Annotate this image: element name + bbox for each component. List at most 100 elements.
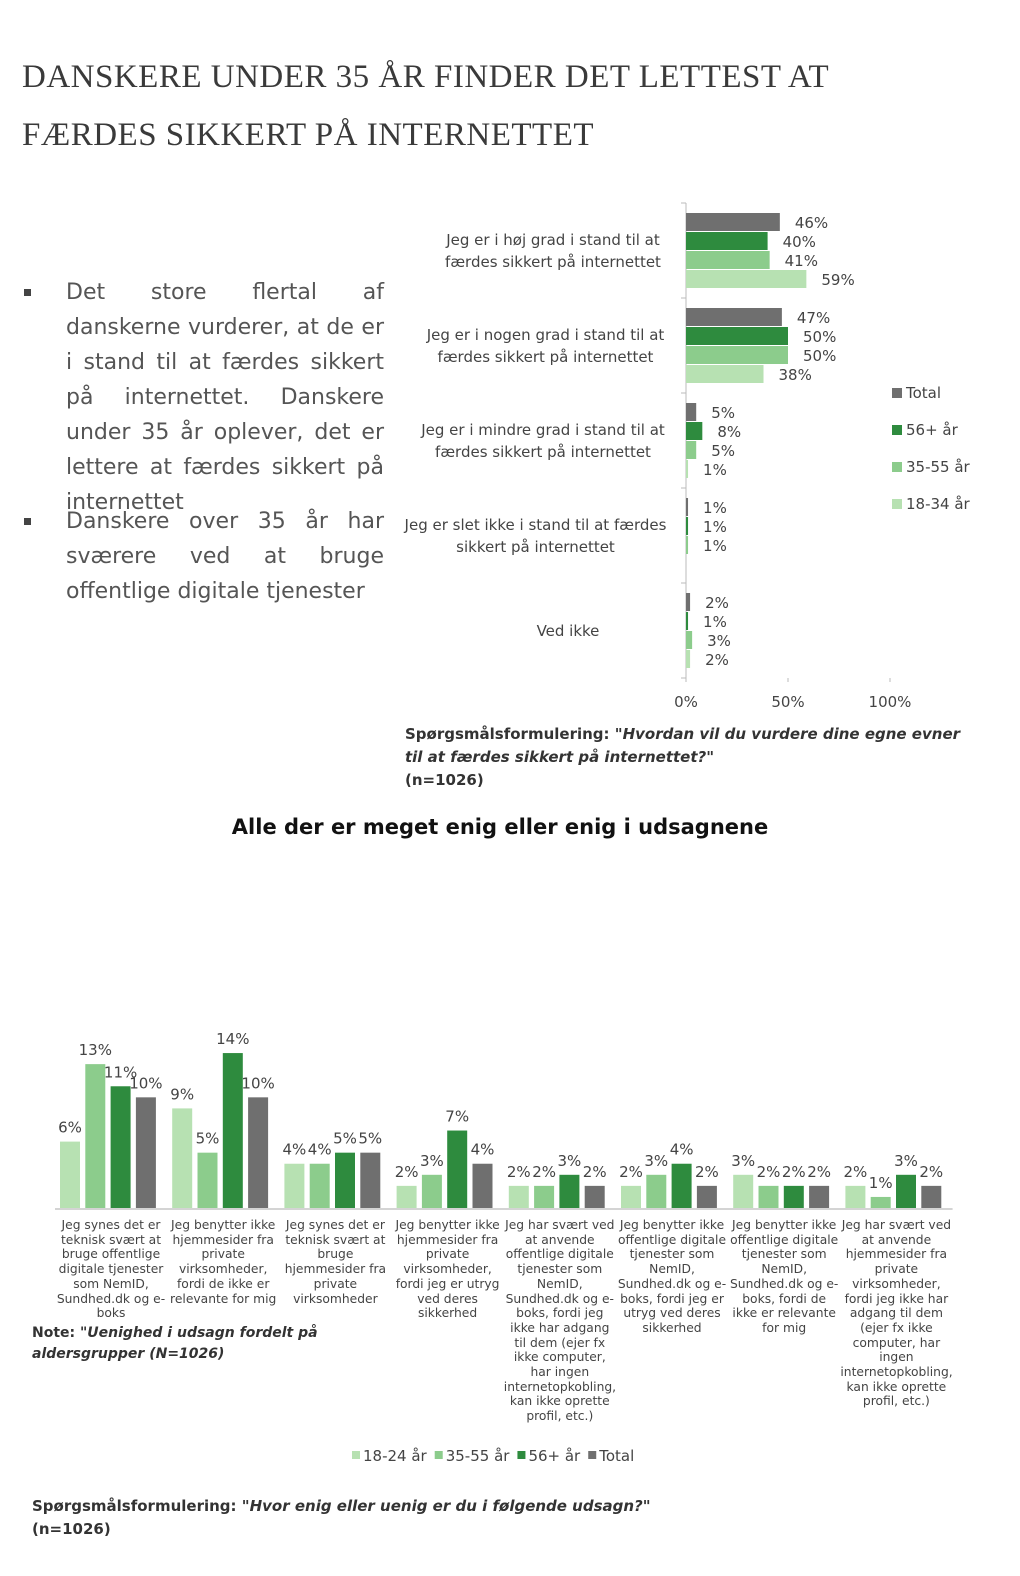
bar	[686, 232, 768, 250]
value-label: 3%	[420, 1152, 444, 1170]
bar	[686, 422, 703, 440]
question-text: "Hvordan vil du vurdere dine egne evner …	[405, 725, 961, 766]
value-label: 1%	[703, 537, 727, 555]
legend-label: 18-24 år	[363, 1447, 428, 1465]
bar	[686, 346, 788, 364]
legend-label: 18-34 år	[906, 495, 971, 513]
bar	[360, 1152, 381, 1208]
legend-swatch	[588, 1451, 597, 1459]
value-label: 3%	[894, 1152, 918, 1170]
value-label: 5%	[711, 442, 735, 460]
bar	[783, 1185, 804, 1208]
bar	[172, 1108, 193, 1208]
bullet-dot	[24, 289, 31, 296]
question: Spørgsmålsformulering: "Hvordan vil du v…	[405, 723, 975, 792]
x-tick-label: Jeg benytter ikke hjemmesider fra privat…	[395, 1218, 500, 1321]
bar	[135, 1097, 156, 1208]
value-label: 5%	[333, 1130, 357, 1148]
x-tick-label: 50%	[771, 693, 804, 711]
bar	[686, 517, 689, 535]
y-tick-label: Jeg er i nogen grad i stand til at færde…	[426, 326, 665, 366]
bar	[733, 1174, 754, 1208]
value-label: 2%	[757, 1163, 781, 1181]
value-label: 4%	[471, 1141, 495, 1159]
bar	[447, 1130, 468, 1208]
x-tick-label: Jeg har svært ved at anvende offentlige …	[503, 1218, 617, 1424]
bar	[696, 1185, 717, 1208]
value-label: 3%	[644, 1152, 668, 1170]
value-label: 2%	[705, 594, 729, 612]
legend-swatch	[892, 388, 902, 398]
question-label: Spørgsmålsformulering:	[32, 1497, 237, 1515]
legend-swatch	[892, 425, 902, 435]
legend-swatch	[892, 499, 902, 509]
x-tick-label: 100%	[869, 693, 912, 711]
bar	[621, 1185, 641, 1208]
bar	[335, 1152, 355, 1208]
value-label: 59%	[821, 271, 854, 289]
value-label: 4%	[308, 1141, 332, 1159]
bar	[686, 536, 689, 554]
bar	[671, 1163, 692, 1208]
bar	[686, 612, 689, 630]
value-label: 2%	[844, 1163, 868, 1181]
bar	[686, 650, 691, 668]
legend-swatch	[352, 1451, 360, 1459]
x-tick-label: Jeg synes det er teknisk svært at bruge …	[284, 1218, 387, 1306]
value-label: 3%	[731, 1152, 755, 1170]
value-label: 2%	[919, 1163, 943, 1181]
bar	[110, 1086, 131, 1208]
value-label: 7%	[445, 1108, 469, 1126]
value-label: 41%	[785, 252, 818, 270]
value-label: 2%	[782, 1163, 806, 1181]
x-tick-label: 0%	[674, 693, 698, 711]
value-label: 6%	[58, 1119, 82, 1137]
bar	[921, 1185, 942, 1208]
page-title: DANSKERE UNDER 35 ÅR FINDER DET LETTEST …	[22, 59, 829, 153]
value-label: 2%	[695, 1163, 719, 1181]
value-label: 38%	[779, 366, 812, 384]
bullet: Det store flertal af danskerne vurderer,…	[66, 280, 384, 515]
legend-label: 35-55 år	[906, 458, 971, 476]
value-label: 3%	[558, 1152, 582, 1170]
bullet: Danskere over 35 år har sværere ved at b…	[66, 509, 384, 604]
value-label: 2%	[807, 1163, 831, 1181]
chart-title: Alle der er meget enig eller enig i udsa…	[231, 815, 769, 839]
value-label: 2%	[395, 1163, 419, 1181]
legend-label: 56+ år	[528, 1447, 581, 1465]
x-tick-label: Jeg synes det er teknisk svært at bruge …	[56, 1218, 166, 1321]
bar	[309, 1163, 330, 1208]
bar	[686, 441, 697, 459]
value-label: 10%	[241, 1074, 274, 1092]
bar	[222, 1053, 243, 1208]
value-label: 11%	[104, 1063, 137, 1081]
legend-label: 56+ år	[906, 421, 959, 439]
bar	[248, 1097, 269, 1208]
bar	[686, 251, 770, 269]
value-label: 2%	[532, 1163, 556, 1181]
value-label: 1%	[703, 613, 727, 631]
x-tick-label: Jeg har svært ved at anvende hjemmesider…	[840, 1218, 953, 1409]
x-tick-label: Jeg benytter ikke offentlige digitale tj…	[617, 1218, 727, 1335]
bar	[85, 1064, 106, 1208]
bar	[60, 1141, 80, 1208]
bar	[686, 403, 697, 421]
bar	[686, 498, 689, 516]
value-label: 5%	[358, 1130, 382, 1148]
y-tick-label: Jeg er i høj grad i stand til at færdes …	[445, 231, 661, 271]
value-label: 2%	[705, 651, 729, 669]
x-tick-label: Jeg benytter ikke offentlige digitale tj…	[730, 1218, 839, 1335]
value-label: 13%	[79, 1041, 112, 1059]
value-label: 3%	[707, 632, 731, 650]
bar	[686, 213, 780, 231]
question-text: "Hvor enig eller uenig er du i følgende …	[241, 1497, 651, 1515]
bar	[421, 1174, 442, 1208]
bar	[686, 460, 689, 478]
value-label: 50%	[803, 328, 836, 346]
bar	[584, 1185, 605, 1208]
bar	[559, 1174, 580, 1208]
question-n: (n=1026)	[405, 771, 484, 789]
bar	[809, 1185, 830, 1208]
